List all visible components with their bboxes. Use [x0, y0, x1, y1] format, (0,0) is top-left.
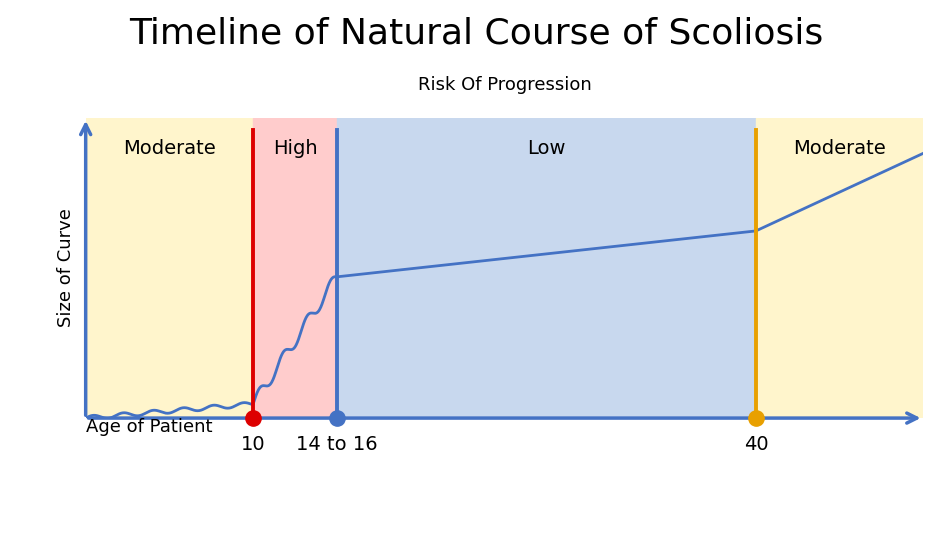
Text: Age of Patient: Age of Patient — [86, 418, 212, 436]
Bar — [337, 118, 756, 418]
Text: 14 to 16: 14 to 16 — [296, 435, 378, 453]
Text: Timeline of Natural Course of Scoliosis: Timeline of Natural Course of Scoliosis — [129, 16, 823, 50]
Text: 40: 40 — [744, 435, 768, 453]
Bar — [253, 118, 337, 418]
Text: Risk Of Progression: Risk Of Progression — [418, 76, 591, 94]
Text: 10: 10 — [241, 435, 266, 453]
Text: Moderate: Moderate — [123, 139, 216, 158]
Bar — [86, 118, 253, 418]
Text: Low: Low — [527, 139, 565, 158]
Text: Moderate: Moderate — [793, 139, 886, 158]
Y-axis label: Size of Curve: Size of Curve — [56, 209, 74, 327]
Bar — [756, 118, 923, 418]
Text: High: High — [273, 139, 317, 158]
